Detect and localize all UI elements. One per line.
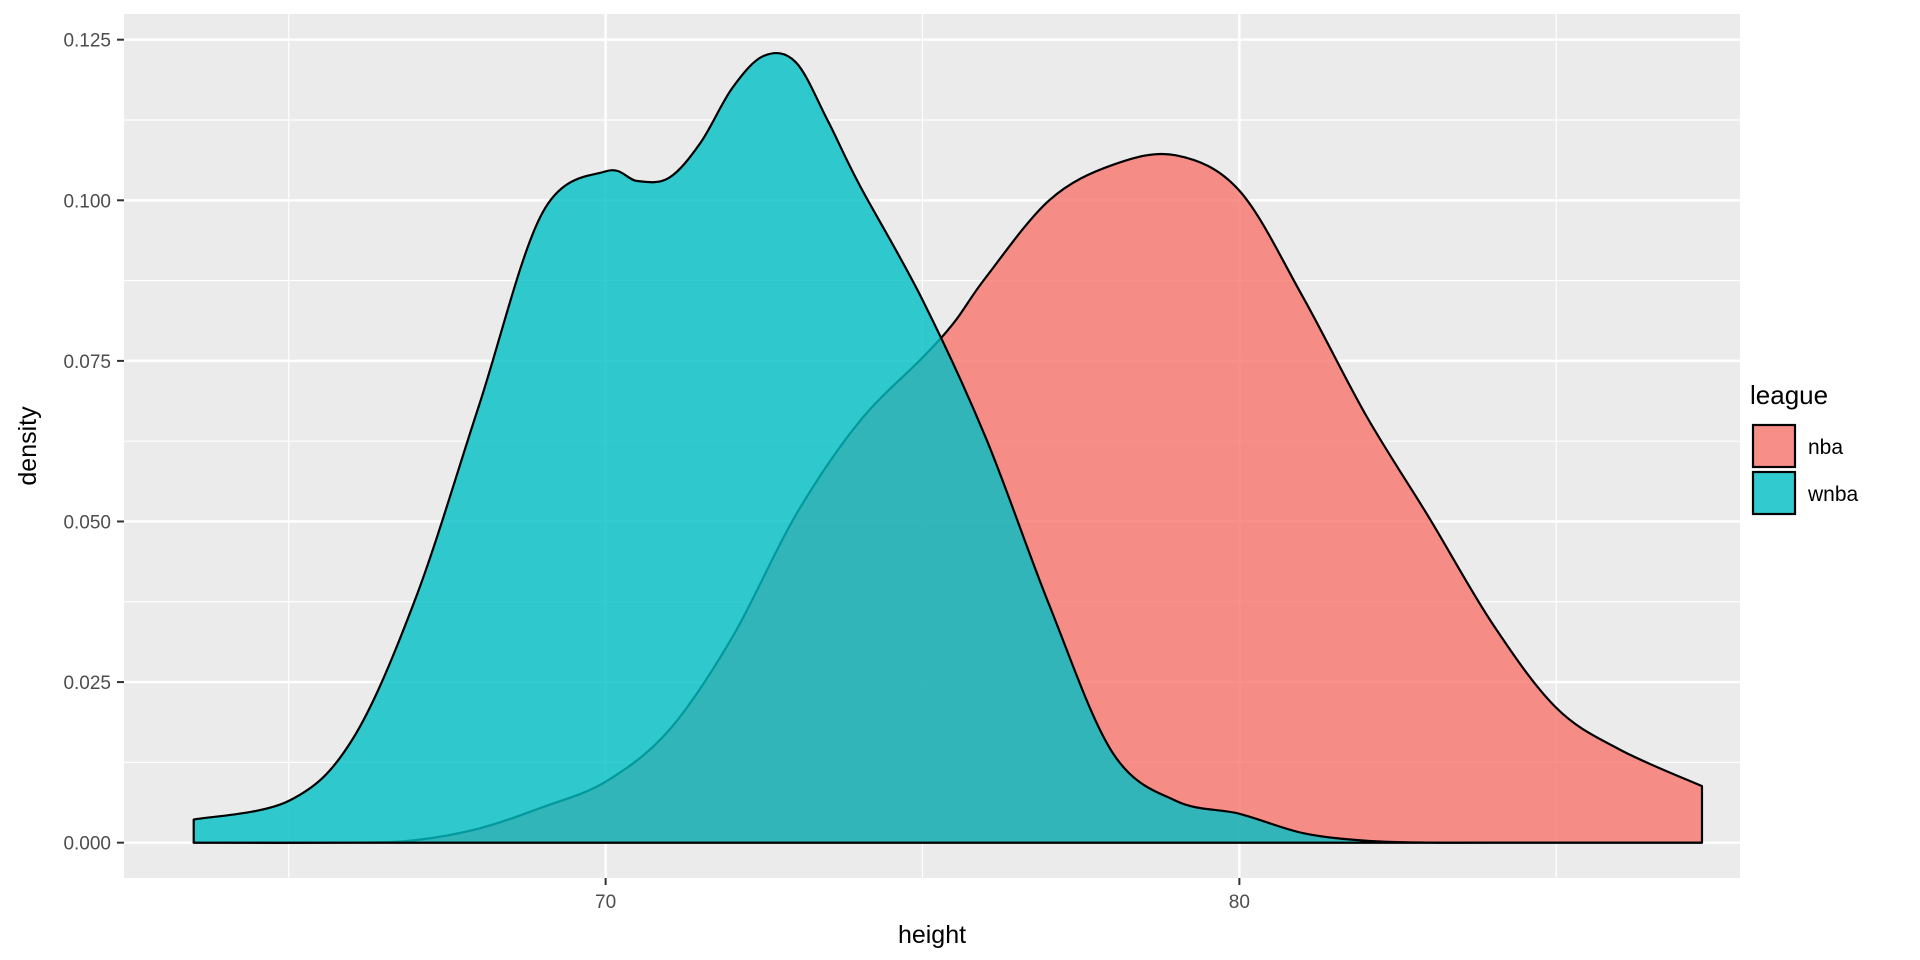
x-axis-title: height: [898, 921, 966, 949]
y-axis-title: density: [14, 406, 42, 486]
legend-swatch-nba: [1751, 423, 1797, 469]
density-area-wnba: [192, 51, 1704, 844]
legend-title: league: [1750, 380, 1828, 410]
y-axis: 0.000 0.025 0.050 0.075 0.100 0.125: [63, 31, 124, 855]
x-axis: 70 80: [595, 878, 1250, 913]
legend-label-wnba: wnba: [1807, 483, 1859, 506]
legend-swatch-wnba: [1751, 470, 1797, 516]
x-tick-label: 80: [1229, 892, 1250, 913]
y-tick-label: 0.025: [63, 673, 111, 694]
x-tick-label: 70: [595, 892, 616, 913]
density-areas: [192, 51, 1704, 844]
y-tick-label: 0.000: [63, 834, 111, 855]
y-tick-label: 0.100: [63, 191, 111, 212]
y-tick-label: 0.075: [63, 352, 111, 373]
y-tick-label: 0.050: [63, 512, 111, 533]
legend: league nba wnba: [1750, 380, 1859, 516]
y-tick-label: 0.125: [63, 31, 111, 52]
legend-label-nba: nba: [1808, 436, 1843, 459]
